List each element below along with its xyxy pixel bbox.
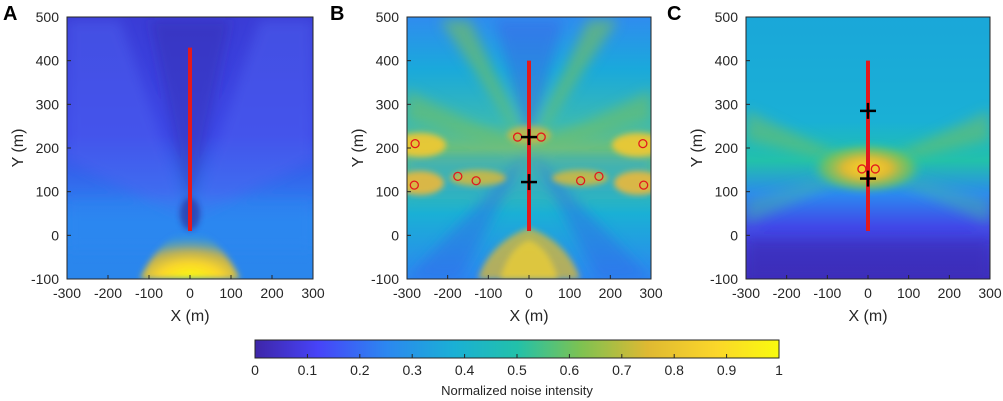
- x-tick-label-a-2: -100: [135, 285, 163, 301]
- source-circle-b-8: [638, 138, 648, 149]
- source-cross-b-1: [521, 174, 537, 191]
- colorbar-ticks: 0 0.1 0.2 0.3 0.4 0.5 0.6 0.7 0.8 0.9 1: [251, 354, 783, 378]
- colorbar-tick-label-10: 1: [775, 362, 783, 378]
- y-tick-label-c-5: 0: [730, 227, 738, 243]
- y-tick-label-c-6: -100: [710, 271, 738, 287]
- y-tick-label-a-1: 400: [36, 53, 60, 69]
- source-cross-b-0: [521, 129, 537, 146]
- y-tick-label-a-2: 300: [36, 96, 60, 112]
- source-circle-c-0: [857, 164, 867, 174]
- y-tick-label-b-0: 500: [376, 9, 400, 25]
- y-tick-label-b-5: 0: [391, 227, 399, 243]
- y-tick-label-b-4: 100: [376, 184, 400, 200]
- colorbar-tick-label-8: 0.8: [664, 362, 684, 378]
- y-tick-label-a-3: 200: [36, 140, 60, 156]
- colorbar-tick-label-6: 0.6: [560, 362, 580, 378]
- x-tick-label-a-5: 200: [260, 285, 284, 301]
- colorbar-tick-label-2: 0.2: [350, 362, 370, 378]
- colorbar-tick-label-5: 0.5: [507, 362, 527, 378]
- y-tick-label-b-6: -100: [371, 271, 399, 287]
- x-axis-label-a: X (m): [170, 308, 209, 325]
- y-tick-label-b-3: 200: [376, 140, 400, 156]
- y-tick-label-b-1: 400: [376, 53, 400, 69]
- x-tick-label-a-1: -200: [94, 285, 122, 301]
- x-tick-label-a-6: 300: [301, 285, 325, 301]
- y-tick-label-c-0: 500: [715, 9, 739, 25]
- x-tick-label-a-0: -300: [53, 285, 81, 301]
- y-tick-label-b-2: 300: [376, 96, 400, 112]
- y-tick-label-a-5: 0: [51, 227, 59, 243]
- colorbar-title: Normalized noise intensity: [441, 383, 593, 398]
- y-axis-label-b: Y (m): [350, 129, 367, 168]
- x-tick-label-b-5: 200: [599, 285, 623, 301]
- y-tick-label-a-6: -100: [31, 271, 59, 287]
- source-circle-c-1: [870, 164, 880, 174]
- x-tick-label-b-2: -100: [474, 285, 502, 301]
- overlays: [188, 47, 880, 231]
- source-circle-b-1: [409, 180, 419, 190]
- x-tick-label-b-1: -200: [434, 285, 462, 301]
- axes-text: -300 -200 -100 0 100 200 300 500 400 300 200 100 0 -1…: [10, 9, 1002, 325]
- source-cross-c-0: [860, 102, 876, 119]
- x-tick-label-b-0: -300: [393, 285, 421, 301]
- y-axis-label-c: Y (m): [689, 129, 706, 168]
- source-circle-b-9: [639, 180, 649, 190]
- colorbar-tick-label-3: 0.3: [402, 362, 422, 378]
- y-tick-label-c-4: 100: [715, 184, 739, 200]
- x-tick-label-c-2: -100: [813, 285, 841, 301]
- x-tick-label-a-4: 100: [219, 285, 243, 301]
- colorbar-tick-label-9: 0.9: [717, 362, 737, 378]
- x-axis-label-b: X (m): [509, 308, 548, 325]
- x-tick-label-b-3: 0: [525, 285, 533, 301]
- y-tick-label-c-2: 300: [715, 96, 739, 112]
- x-tick-label-c-3: 0: [864, 285, 872, 301]
- x-tick-label-c-6: 300: [978, 285, 1002, 301]
- x-tick-label-c-0: -300: [732, 285, 760, 301]
- x-tick-label-b-4: 100: [558, 285, 582, 301]
- x-tick-label-c-1: -200: [773, 285, 801, 301]
- source-circle-b-5: [536, 132, 546, 142]
- x-tick-label-a-3: 0: [186, 285, 194, 301]
- colorbar-tick-label-0: 0: [251, 362, 259, 378]
- source-circle-b-6: [575, 176, 586, 186]
- x-axis-label-c: X (m): [848, 308, 887, 325]
- source-cross-c-1: [860, 170, 876, 187]
- y-axis-label-a: Y (m): [10, 129, 27, 168]
- source-circle-b-3: [471, 176, 481, 186]
- colorbar-tick-label-7: 0.7: [612, 362, 632, 378]
- panel-label-c: C: [667, 3, 681, 25]
- source-circle-b-0: [410, 138, 420, 149]
- y-tick-label-a-4: 100: [36, 184, 60, 200]
- colorbar-tick-label-4: 0.4: [455, 362, 475, 378]
- panel-label-a: A: [3, 3, 17, 25]
- colorbar-tick-label-1: 0.1: [298, 362, 318, 378]
- x-tick-label-b-6: 300: [639, 285, 663, 301]
- x-tick-label-c-4: 100: [897, 285, 921, 301]
- y-tick-label-a-0: 500: [36, 9, 60, 25]
- x-tick-label-c-5: 200: [938, 285, 962, 301]
- y-tick-label-c-3: 200: [715, 140, 739, 156]
- y-tick-label-c-1: 400: [715, 53, 739, 69]
- source-circle-b-2: [453, 171, 463, 182]
- source-circle-b-7: [594, 171, 604, 182]
- panel-label-b: B: [330, 3, 344, 25]
